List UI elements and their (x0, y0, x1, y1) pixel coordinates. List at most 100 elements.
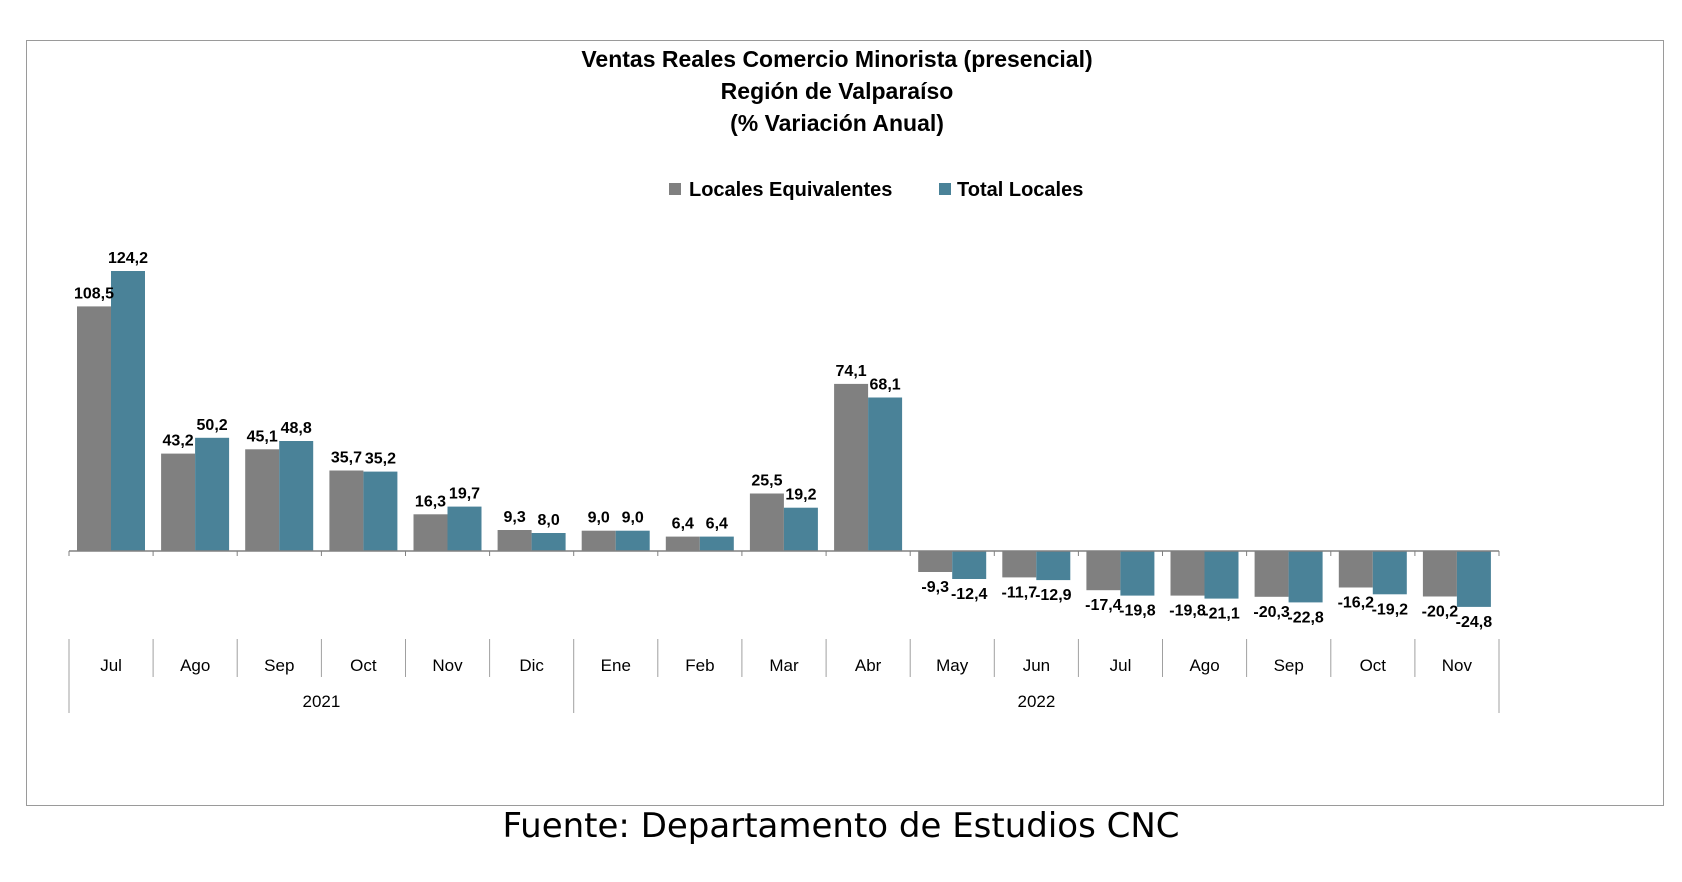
year-label-0: 2021 (302, 692, 340, 711)
data-label-s0-11: -11,7 (1002, 584, 1038, 601)
data-label-s1-8: 19,2 (785, 487, 816, 504)
data-label-s1-15: -19,2 (1372, 601, 1409, 618)
data-label-s0-3: 35,7 (331, 450, 362, 467)
bar-s0-9 (834, 383, 869, 551)
bar-s0-16 (1422, 551, 1457, 597)
data-label-s0-1: 43,2 (163, 433, 194, 450)
bar-s1-13 (1204, 551, 1239, 599)
bar-chart: Ventas Reales Comercio Minorista (presen… (68, 46, 1500, 713)
bar-s1-1 (195, 437, 230, 551)
data-label-s0-5: 9,3 (503, 509, 525, 526)
data-label-s0-12: -17,4 (1085, 597, 1122, 614)
data-label-s1-11: -12,9 (1035, 587, 1072, 604)
bar-s1-6 (615, 530, 650, 551)
data-label-s0-7: 6,4 (672, 516, 694, 533)
bar-s1-7 (699, 536, 734, 551)
data-label-s1-0: 124,2 (108, 250, 148, 267)
bar-s0-0 (77, 306, 111, 551)
bar-s0-4 (413, 514, 448, 551)
chart-title: Ventas Reales Comercio Minorista (presen… (581, 46, 1092, 136)
tick-label-4: Nov (432, 656, 463, 675)
bar-s0-13 (1170, 551, 1205, 596)
bar-s1-14 (1288, 551, 1323, 603)
data-label-s0-15: -16,2 (1338, 595, 1375, 612)
data-label-s1-9: 68,1 (870, 377, 901, 394)
bar-s1-2 (279, 441, 314, 551)
title-line-1: Ventas Reales Comercio Minorista (presen… (581, 46, 1092, 72)
bar-s0-12 (1086, 551, 1121, 591)
data-label-s1-13: -21,1 (1203, 606, 1240, 623)
bar-s0-10 (918, 551, 953, 572)
bar-s1-15 (1372, 551, 1407, 595)
data-label-s1-16: -24,8 (1456, 614, 1493, 631)
tick-label-2: Sep (264, 656, 294, 675)
x-axis: Jul Ago Sep Oct Nov Dic Ene Feb Mar Abr May Jun Jul A… (68, 550, 1500, 713)
bar-s1-8 (783, 507, 818, 551)
year-label-1: 2022 (1017, 692, 1055, 711)
source-note: Fuente: Departamento de Estudios CNC (502, 806, 1180, 846)
bar-s1-12 (1120, 551, 1155, 596)
data-label-s0-0: 108,5 (74, 285, 114, 302)
data-label-s1-7: 6,4 (706, 516, 728, 533)
tick-label-7: Feb (685, 656, 714, 675)
data-label-s0-13: -19,8 (1169, 603, 1206, 620)
data-label-s1-4: 19,7 (449, 486, 480, 503)
bar-s1-9 (868, 397, 903, 551)
bar-s0-3 (329, 470, 364, 551)
bar-s0-11 (1002, 551, 1037, 578)
tick-label-0: Jul (100, 656, 122, 675)
bar-s1-5 (531, 533, 566, 551)
tick-label-10: May (936, 656, 969, 675)
data-label-s1-12: -19,8 (1119, 603, 1156, 620)
data-label-s0-6: 9,0 (588, 510, 610, 527)
tick-label-6: Ene (601, 656, 631, 675)
bar-s0-1 (161, 453, 196, 551)
tick-label-15: Oct (1360, 656, 1387, 675)
tick-label-3: Oct (350, 656, 377, 675)
data-label-s1-14: -22,8 (1287, 609, 1324, 626)
tick-label-14: Sep (1274, 656, 1304, 675)
data-label-s1-6: 9,0 (622, 510, 644, 527)
bar-s0-6 (581, 530, 616, 551)
bar-s1-10 (952, 551, 987, 579)
bar-s0-14 (1254, 551, 1289, 597)
bars (77, 271, 1491, 607)
bar-s0-7 (665, 536, 700, 551)
chart-frame: Ventas Reales Comercio Minorista (presen… (26, 40, 1664, 806)
legend-label-locales-equivalentes: Locales Equivalentes (689, 179, 892, 201)
data-label-s1-2: 48,8 (281, 420, 312, 437)
tick-label-5: Dic (519, 656, 544, 675)
legend-label-total-locales: Total Locales (957, 179, 1083, 201)
bar-s1-4 (447, 506, 482, 551)
bar-s1-3 (363, 471, 398, 551)
tick-label-11: Jun (1023, 656, 1050, 675)
tick-label-16: Nov (1442, 656, 1473, 675)
data-label-s0-10: -9,3 (921, 579, 949, 596)
data-label-s1-5: 8,0 (537, 512, 559, 529)
legend-swatch-total-locales (939, 183, 951, 195)
title-line-2: Región de Valparaíso (721, 78, 954, 104)
data-label-s0-8: 25,5 (751, 473, 782, 490)
tick-label-8: Mar (769, 656, 799, 675)
data-label-s1-10: -12,4 (951, 586, 988, 603)
tick-label-12: Jul (1110, 656, 1132, 675)
tick-label-1: Ago (180, 656, 210, 675)
data-label-s1-3: 35,2 (365, 451, 396, 468)
bar-s0-15 (1338, 551, 1373, 588)
data-label-s1-1: 50,2 (197, 417, 228, 434)
bar-s1-0 (111, 271, 145, 551)
legend-swatch-locales-equivalentes (669, 183, 681, 195)
tick-label-13: Ago (1189, 656, 1219, 675)
title-line-3: (% Variación Anual) (730, 110, 944, 136)
bar-s0-5 (497, 530, 532, 551)
data-label-s0-2: 45,1 (247, 428, 278, 445)
data-label-s0-4: 16,3 (415, 493, 446, 510)
bar-s0-8 (749, 493, 784, 551)
bar-s1-16 (1456, 551, 1491, 607)
data-label-s0-16: -20,2 (1422, 604, 1459, 621)
bar-s1-11 (1036, 551, 1071, 581)
bar-s0-2 (245, 449, 280, 551)
legend: Locales Equivalentes Total Locales (669, 179, 1083, 201)
tick-label-9: Abr (855, 656, 882, 675)
